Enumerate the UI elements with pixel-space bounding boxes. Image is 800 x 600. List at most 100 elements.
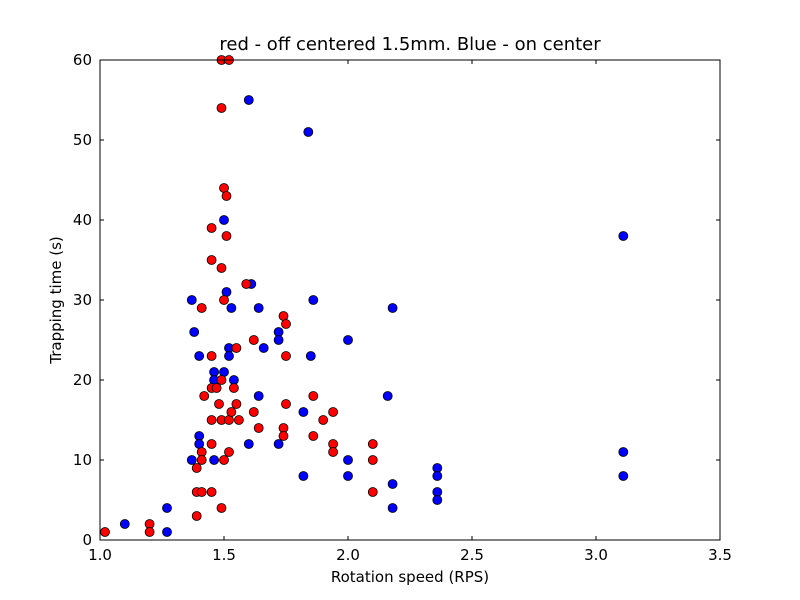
data-point [298,471,309,481]
data-point [206,415,217,425]
data-point [432,471,443,481]
data-point [216,503,227,513]
data-point [281,399,291,409]
data-point [226,303,237,313]
data-point [243,95,254,105]
data-point [228,383,239,393]
data-point [273,439,284,449]
data-point [618,231,629,241]
data-point [216,103,227,113]
data-point [278,431,289,441]
data-point [214,399,224,409]
data-point [343,455,353,465]
data-point [382,391,393,401]
data-point [206,439,217,449]
data-point [273,335,284,345]
data-point [224,351,234,361]
data-point [191,463,202,473]
data-point [618,471,629,481]
data-point [196,303,207,313]
data-point [100,527,110,537]
data-point [206,223,217,233]
data-point [328,407,339,417]
data-point [221,231,232,241]
data-point [162,503,172,513]
data-point [186,455,197,465]
y-tick-label: 10 [73,451,92,469]
data-point [206,351,217,361]
data-point [281,351,291,361]
data-point [328,447,339,457]
chart-title: red - off centered 1.5mm. Blue - on cent… [219,34,601,55]
data-point [253,423,264,433]
data-point [219,295,229,305]
data-point [248,335,259,345]
data-point [243,439,254,449]
data-point [303,127,314,137]
data-point [206,487,217,497]
data-point [194,351,205,361]
data-point [219,215,229,225]
data-point [199,391,210,401]
ticks-layer: 1.0 1.5 2.0 2.5 3.0 3.5 0 10 20 30 40 50 60 [73,51,732,564]
data-point [258,343,269,353]
data-point [209,455,220,465]
data-point [387,503,398,513]
data-point [281,319,291,329]
data-point [367,439,378,449]
data-point [219,455,229,465]
data-point [387,303,398,313]
data-point [308,431,319,441]
x-tick-label: 3.0 [584,546,608,564]
data-point [196,455,207,465]
data-point [318,415,329,425]
data-point [221,191,232,201]
data-point [367,455,378,465]
data-point [367,487,378,497]
data-point [432,495,443,505]
data-point [224,415,234,425]
plot-frame [99,59,721,541]
data-point [253,391,264,401]
data-point [308,295,319,305]
data-point [191,511,202,521]
data-point [253,303,264,313]
x-tick-label: 1.5 [212,546,236,564]
y-tick-label: 50 [73,131,92,149]
x-axis-label: Rotation speed (RPS) [330,568,490,586]
y-tick-label: 40 [73,211,92,229]
data-point [226,407,237,417]
data-point [343,471,353,481]
data-point [618,447,629,457]
y-tick-label: 20 [73,371,92,389]
data-point [186,295,197,305]
data-point [308,391,319,401]
data-point [189,327,200,337]
data-point [387,479,398,489]
points-layer [100,55,629,537]
y-axis-label: Trapping time (s) [47,236,65,364]
data-point [343,335,353,345]
x-tick-label: 3.5 [708,546,732,564]
data-point [216,375,227,385]
data-point [233,415,244,425]
y-tick-label: 0 [82,531,92,549]
data-point [162,527,172,537]
data-point [305,351,316,361]
data-point [224,447,234,457]
data-point [241,279,252,289]
y-tick-label: 30 [73,291,92,309]
data-point [211,383,222,393]
data-point [298,407,309,417]
data-point [144,527,155,537]
x-tick-label: 2.0 [336,546,360,564]
data-point [231,399,242,409]
data-point [231,343,242,353]
data-point [119,519,130,529]
data-point [248,407,259,417]
y-tick-label: 60 [73,51,92,69]
data-point [216,263,227,273]
data-point [206,255,217,265]
